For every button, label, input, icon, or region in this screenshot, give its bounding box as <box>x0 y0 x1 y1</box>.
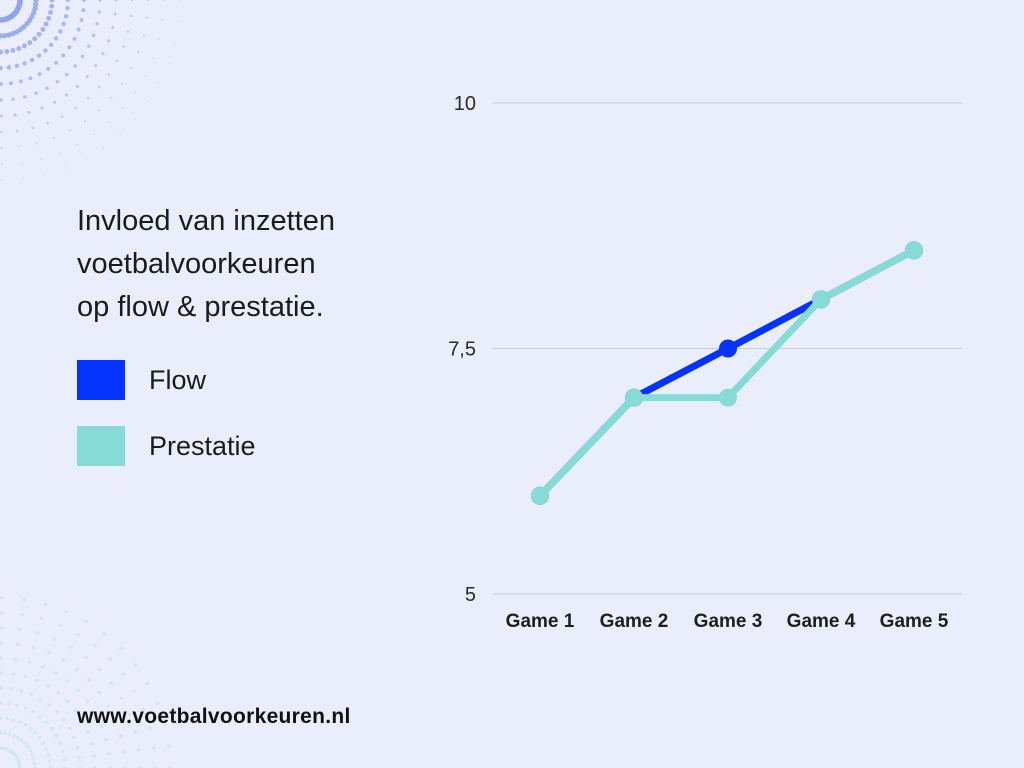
data-point-prestatie <box>531 486 549 505</box>
y-tick-label: 7,5 <box>448 339 476 361</box>
x-tick-label: Game 3 <box>694 611 763 632</box>
website-url: www.voetbalvoorkeuren.nl <box>77 705 351 728</box>
data-point-prestatie <box>625 388 643 407</box>
data-point-flow <box>719 339 737 358</box>
data-point-prestatie <box>719 388 737 407</box>
title-line-1: Invloed van inzetten <box>77 205 335 237</box>
x-tick-label: Game 2 <box>600 611 669 632</box>
y-tick-label: 5 <box>465 584 476 606</box>
series-line-prestatie <box>536 246 918 500</box>
series-flow <box>531 241 923 505</box>
legend-swatch-prestatie <box>77 426 125 466</box>
x-tick-label: Game 5 <box>880 611 949 632</box>
legend-swatch-flow <box>77 360 125 400</box>
title-line-2: voetbalvoorkeuren <box>77 248 316 280</box>
chart-title: Invloed van inzetten voetbalvoorkeuren o… <box>77 200 407 329</box>
x-tick-label: Game 4 <box>787 611 856 632</box>
data-point-prestatie <box>905 241 923 260</box>
x-tick-label: Game 1 <box>506 611 575 632</box>
series-line-flow <box>536 246 918 500</box>
legend-label-prestatie: Prestatie <box>149 431 256 461</box>
legend-label-flow: Flow <box>149 365 207 395</box>
y-tick-label: 10 <box>454 93 476 115</box>
title-line-3: op flow & prestatie. <box>77 291 324 323</box>
data-point-prestatie <box>812 290 830 309</box>
series-prestatie <box>531 241 923 505</box>
